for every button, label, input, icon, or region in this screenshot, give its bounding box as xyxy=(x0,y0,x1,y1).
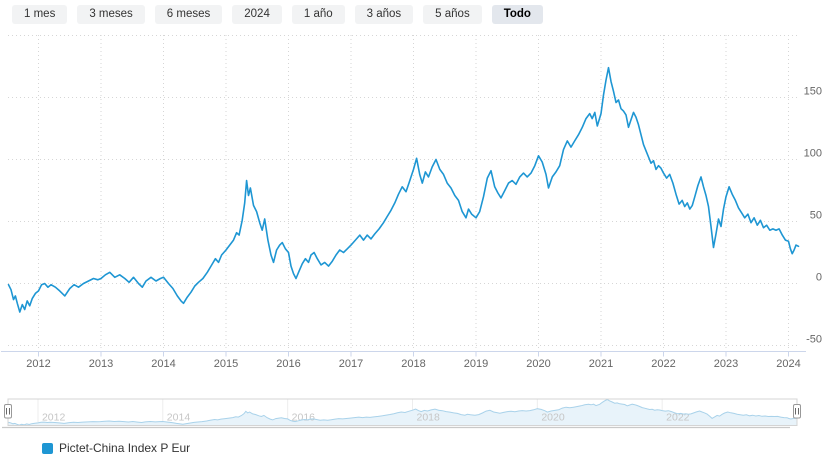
navigator-axis-label: 2018 xyxy=(416,412,440,424)
x-axis-label: 2024 xyxy=(776,358,800,370)
x-axis-label: 2013 xyxy=(89,358,113,370)
legend-label: Pictet-China Index P Eur xyxy=(59,441,191,455)
y-axis-label: 50 xyxy=(810,210,822,222)
series-line xyxy=(7,66,800,313)
x-axis-label: 2018 xyxy=(401,358,425,370)
navigator-axis-label: 2020 xyxy=(541,412,565,424)
x-axis-label: 2023 xyxy=(714,358,738,370)
gridlines xyxy=(8,35,800,352)
range-button-1-mes[interactable]: 1 mes xyxy=(12,5,68,24)
navigator[interactable]: 2012 2014 2016 2018 2020 2022 xyxy=(7,398,798,426)
x-axis-label: 2019 xyxy=(464,358,488,370)
range-button-3-años[interactable]: 3 años xyxy=(354,5,414,24)
range-button-5-años[interactable]: 5 años xyxy=(423,5,482,24)
x-axis-label: 2017 xyxy=(339,358,363,370)
x-axis-label: 2015 xyxy=(214,358,238,370)
range-button-todo[interactable]: Todo xyxy=(491,5,543,24)
navigator-series-line xyxy=(7,398,798,426)
y-axis: -50 0 50 100 150 xyxy=(804,86,822,346)
navigator-axis-label: 2014 xyxy=(167,412,191,424)
range-selector: 1 mes 3 meses 6 meses 2024 1 año 3 años 5 años… xyxy=(12,5,543,24)
range-button-2024[interactable]: 2024 xyxy=(232,5,282,24)
navigator-handle-right-body[interactable] xyxy=(793,404,801,419)
x-axis-label: 2022 xyxy=(651,358,675,370)
navigator-handle-right[interactable] xyxy=(793,404,801,419)
range-button-3-meses[interactable]: 3 meses xyxy=(77,5,145,24)
x-axis: 2012 2013 2014 2015 2016 2017 2018 2019 2020 2021… xyxy=(1,351,806,370)
x-axis-label: 2014 xyxy=(151,358,175,370)
x-axis-label: 2021 xyxy=(589,358,613,370)
y-axis-label: 0 xyxy=(816,272,822,284)
range-button-6-meses[interactable]: 6 meses xyxy=(154,5,223,24)
range-button-1-año[interactable]: 1 año xyxy=(291,5,345,24)
legend-item[interactable]: Pictet-China Index P Eur xyxy=(42,441,190,455)
y-axis-label: 150 xyxy=(804,86,822,98)
x-axis-label: 2016 xyxy=(276,358,300,370)
legend-swatch xyxy=(42,442,53,454)
x-axis-label: 2012 xyxy=(26,358,50,370)
navigator-axis-label: 2012 xyxy=(42,412,66,424)
y-axis-label: -50 xyxy=(806,334,822,346)
navigator-handle-left-body[interactable] xyxy=(4,404,12,419)
x-axis-label: 2020 xyxy=(526,358,550,370)
y-axis-label: 100 xyxy=(804,148,822,160)
navigator-handle-left[interactable] xyxy=(4,404,12,419)
